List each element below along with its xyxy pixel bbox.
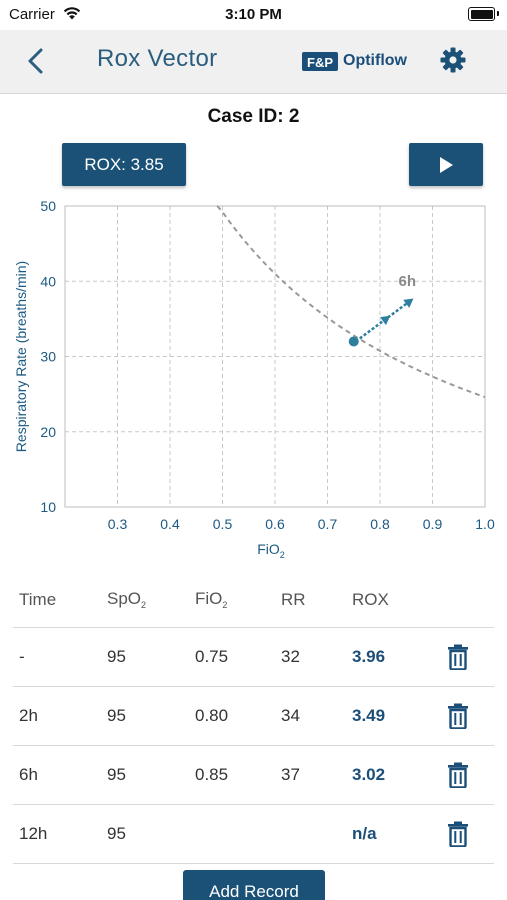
y-tick-label: 20 (40, 424, 56, 440)
data-point (348, 336, 359, 347)
rox-curve (216, 205, 486, 399)
cell-fio2: 0.85 (195, 765, 229, 784)
header-rox: ROX (352, 589, 389, 609)
x-tick-label: 0.7 (318, 516, 338, 532)
play-button[interactable] (409, 143, 483, 186)
wifi-icon (63, 7, 81, 20)
table-header: Time SpO2 FiO2 RR ROX (13, 572, 494, 628)
cell-fio2: 0.75 (195, 647, 229, 666)
y-tick-label: 30 (40, 349, 56, 365)
table-row: 12h 95 n/a (13, 805, 494, 864)
table-row: 2h 95 0.80 34 3.49 (13, 687, 494, 746)
status-bar: Carrier 3:10 PM (0, 0, 507, 30)
trash-icon[interactable] (447, 762, 469, 789)
delete-record-button[interactable] (447, 644, 469, 675)
table-row: 6h 95 0.85 37 3.02 (13, 746, 494, 805)
header-time: Time (19, 589, 57, 609)
table-row: - 95 0.75 32 3.96 (13, 628, 494, 687)
add-record-button[interactable]: Add Record (183, 870, 325, 900)
cell-spo2: 95 (107, 647, 126, 666)
cell-spo2: 95 (107, 765, 126, 784)
back-chevron-icon[interactable] (22, 46, 50, 76)
header-fio2: FiO2 (195, 589, 228, 610)
y-axis-label: Respiratory Rate (breaths/min) (13, 261, 29, 452)
vector-arrowhead (403, 298, 414, 308)
y-tick-label: 10 (40, 499, 56, 515)
vector-line (359, 302, 407, 340)
play-icon (440, 156, 453, 173)
y-tick-label: 40 (40, 273, 56, 289)
x-tick-label: 0.4 (160, 516, 180, 532)
vector-mid-arrowhead (380, 315, 391, 326)
x-axis-label: FiO2 (257, 541, 285, 560)
cell-rr: 37 (281, 765, 300, 784)
delete-record-button[interactable] (447, 703, 469, 734)
delete-record-button[interactable] (447, 762, 469, 793)
header-spo2: SpO2 (107, 589, 147, 610)
x-tick-label: 0.9 (423, 516, 443, 532)
clock: 3:10 PM (225, 6, 282, 23)
x-tick-label: 1.0 (475, 516, 495, 532)
cell-time: - (19, 647, 25, 666)
y-tick-label: 50 (40, 198, 56, 214)
records-table: Time SpO2 FiO2 RR ROX - 95 0.75 32 3.96 2h 95 0… (13, 572, 494, 864)
cell-rr: 32 (281, 647, 300, 666)
cell-rr: 34 (281, 706, 300, 725)
page-title: Rox Vector (97, 45, 218, 72)
nav-bar: Rox Vector F&P Optiflow (0, 30, 507, 94)
cell-rox: 3.02 (352, 765, 386, 784)
trash-icon[interactable] (447, 821, 469, 848)
cell-rox: n/a (352, 824, 377, 843)
cell-rox: 3.96 (352, 647, 386, 666)
cell-rox: 3.49 (352, 706, 386, 725)
delete-record-button[interactable] (447, 821, 469, 852)
rox-chart: 0.3 0.4 0.5 0.6 0.7 0.8 0.9 1.0 10 20 30 40 50 6h Re… (0, 195, 507, 570)
gear-icon[interactable] (439, 46, 467, 74)
cell-time: 2h (19, 706, 38, 725)
cell-spo2: 95 (107, 824, 126, 843)
x-tick-label: 0.5 (213, 516, 233, 532)
x-tick-label: 0.6 (265, 516, 285, 532)
x-tick-label: 0.3 (108, 516, 128, 532)
carrier-label: Carrier (9, 6, 55, 23)
header-rr: RR (281, 589, 306, 609)
cell-fio2: 0.80 (195, 706, 229, 725)
plot-frame (64, 205, 486, 508)
battery-icon (468, 7, 499, 21)
chart-svg: 0.3 0.4 0.5 0.6 0.7 0.8 0.9 1.0 10 20 30 40 50 6h Re… (13, 198, 495, 560)
vector-label: 6h (398, 273, 416, 290)
cell-time: 12h (19, 824, 48, 843)
trash-icon[interactable] (447, 703, 469, 730)
brand-logo: F&P Optiflow (302, 50, 407, 72)
case-id: Case ID: 2 (207, 106, 300, 127)
cell-spo2: 95 (107, 706, 126, 725)
cell-time: 6h (19, 765, 38, 784)
x-tick-label: 0.8 (370, 516, 390, 532)
brand-name: Optiflow (343, 52, 407, 69)
brand-badge: F&P (302, 51, 338, 71)
trash-icon[interactable] (447, 644, 469, 671)
rox-button[interactable]: ROX: 3.85 (62, 143, 186, 186)
